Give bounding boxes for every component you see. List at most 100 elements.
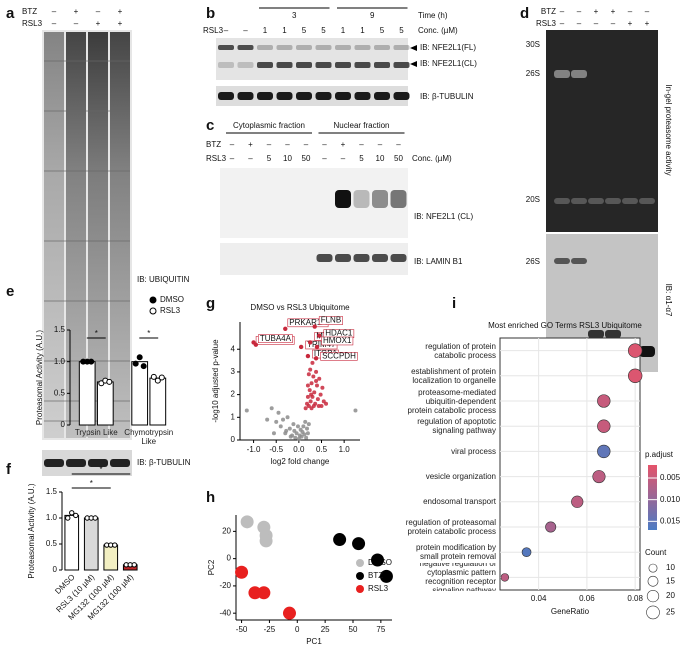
- x-tick-label-box: Chymotrypsin Like: [124, 428, 173, 446]
- blot-band: [588, 330, 604, 338]
- labeled-point: [312, 324, 317, 329]
- row-label: RSL3: [536, 19, 557, 28]
- blot-band: [315, 45, 332, 50]
- blot-band: [257, 62, 273, 68]
- lane-sign: –: [645, 7, 650, 16]
- bar: [149, 377, 167, 426]
- point: [276, 410, 281, 415]
- panel-letter: f: [6, 461, 12, 478]
- blot-label: IB: LAMIN B1: [414, 257, 463, 266]
- blot-band: [605, 330, 621, 338]
- blot-band: [571, 198, 587, 204]
- y-tick-label: regulation of apoptotic signaling pathwa…: [417, 417, 496, 436]
- lane-sign: –: [594, 19, 599, 28]
- panel-letter: g: [206, 295, 215, 312]
- blot-band: [622, 198, 638, 204]
- blot-band: [393, 45, 410, 50]
- blot-band: [335, 92, 351, 100]
- label-box: [321, 336, 354, 346]
- point: [295, 424, 300, 429]
- point: [310, 360, 315, 365]
- point: [301, 424, 306, 429]
- row-label: BTZ: [541, 7, 556, 16]
- size-label: 10: [666, 563, 675, 572]
- y-tick-label: establishment of protein localization to…: [411, 366, 496, 385]
- dot: [597, 419, 611, 433]
- point: [320, 385, 325, 390]
- y-tick-label: 20: [222, 526, 231, 535]
- label-box: [318, 316, 343, 325]
- point: [235, 565, 249, 579]
- y-tick-label-box: protein modification by small protein re…: [416, 543, 496, 561]
- blot-band: [372, 190, 388, 208]
- arrow: [410, 61, 417, 67]
- row-label: RSL3: [203, 26, 224, 35]
- panel-letter: e: [6, 283, 14, 300]
- bar: [103, 544, 119, 571]
- point: [371, 553, 385, 567]
- blot-band: [639, 198, 655, 204]
- y-tick-label: vesicle organization: [425, 472, 496, 482]
- legend-title: Count: [645, 548, 667, 557]
- x-axis-label: log2 fold change: [271, 457, 330, 466]
- label-box: [320, 352, 358, 361]
- blot-band: [66, 459, 86, 467]
- blot-lane: [44, 32, 64, 438]
- point: [287, 426, 292, 431]
- blot-band: [44, 60, 130, 62]
- blot-band: [335, 190, 351, 208]
- y-tick-label: viral process: [451, 446, 496, 456]
- y-tick-label-box: regulation of apoptotic signaling pathwa…: [417, 417, 496, 436]
- point: [248, 586, 262, 600]
- blot-band: [588, 198, 604, 204]
- blot-band: [44, 110, 130, 112]
- blot-band: [353, 190, 370, 208]
- dot: [597, 444, 611, 459]
- y-tick-label: 0: [231, 435, 236, 444]
- lane-sign: –: [304, 140, 309, 149]
- panel-letter: c: [206, 117, 214, 134]
- blot-band: [571, 70, 587, 78]
- lane-sign: –: [560, 7, 565, 16]
- lane-sign: –: [396, 140, 401, 149]
- y-tick-label-box: regulation of proteasomal protein catabo…: [406, 518, 496, 536]
- blot-band: [237, 92, 254, 100]
- fraction-label: Nuclear fraction: [333, 121, 389, 130]
- dot: [627, 343, 643, 358]
- point: [309, 381, 314, 386]
- blot-band: [374, 62, 390, 68]
- y-tick-label: 0: [227, 554, 232, 563]
- point: [285, 415, 290, 420]
- lane-sign: –: [560, 19, 565, 28]
- size-key: [647, 575, 659, 587]
- row-label: BTZ: [206, 140, 221, 149]
- lane-sign: +: [594, 7, 599, 16]
- point: [257, 586, 271, 600]
- blot-band: [316, 254, 333, 262]
- point: [311, 403, 316, 408]
- lane-sign: –: [243, 26, 248, 35]
- point: [305, 383, 310, 388]
- point: [303, 419, 308, 424]
- point-label: SCCPDH: [322, 351, 356, 360]
- point-label: FLNB: [321, 316, 341, 325]
- blot-band: [354, 92, 371, 100]
- lane-sign: –: [74, 19, 79, 28]
- blot-band: [374, 92, 390, 100]
- lane-sign: 5: [380, 26, 385, 35]
- point: [305, 426, 310, 431]
- blot-band: [605, 198, 621, 204]
- point: [274, 419, 279, 424]
- y-tick-label: 4: [231, 344, 236, 353]
- dot: [500, 573, 510, 582]
- replicate-point: [150, 373, 157, 380]
- size-label: 15: [666, 576, 675, 585]
- lane-sign: 50: [394, 154, 403, 163]
- legend-label: RSL3: [160, 306, 181, 315]
- legend-marker: [356, 585, 364, 593]
- point: [317, 376, 322, 381]
- x-tick-label: -0.5: [269, 445, 283, 454]
- replicate-point: [65, 515, 71, 521]
- y-tick-label: 0: [53, 565, 58, 574]
- blot-lane: [88, 32, 108, 438]
